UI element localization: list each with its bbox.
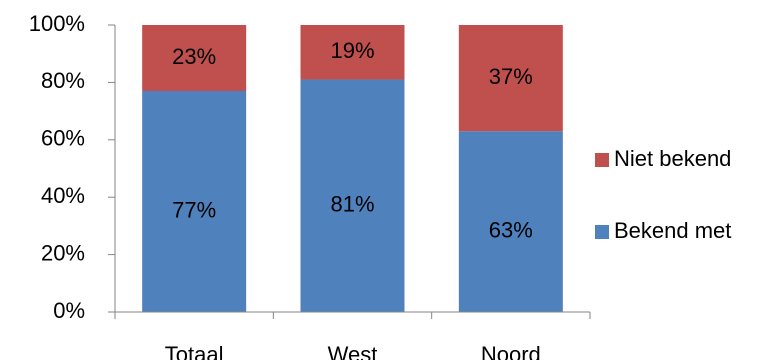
y-tick-label: 60% (41, 126, 85, 151)
bar-segment (458, 25, 563, 132)
bar-segment (142, 91, 247, 312)
bar-segment (300, 25, 405, 80)
y-tick-label: 100% (29, 11, 85, 36)
plot-area: 77% 23% 81% 19% 63% 37% 0% 20% 40% 60% 80% 100% Tota… (29, 11, 591, 360)
data-label: 37% (489, 64, 533, 89)
bar-segment (142, 25, 247, 92)
legend-swatch (595, 153, 609, 167)
y-tick-label: 80% (41, 68, 85, 93)
y-tick-label: 0% (53, 298, 85, 323)
y-tick-label: 20% (41, 240, 85, 265)
x-tick-label: West (328, 342, 378, 360)
y-tick-label: 40% (41, 183, 85, 208)
legend-label: Bekend met (614, 218, 731, 243)
data-label: 81% (330, 192, 374, 217)
legend: Niet bekend Bekend met (595, 146, 731, 243)
bar-segment (300, 79, 405, 312)
data-label: 77% (172, 197, 216, 222)
data-label: 19% (330, 38, 374, 63)
x-tick-label: Noord (481, 342, 541, 360)
legend-swatch (595, 225, 609, 239)
bar-segment (458, 131, 563, 312)
x-tick-label: Totaal (165, 342, 224, 360)
legend-label: Niet bekend (614, 146, 731, 171)
data-label: 63% (489, 217, 533, 242)
data-label: 23% (172, 44, 216, 69)
